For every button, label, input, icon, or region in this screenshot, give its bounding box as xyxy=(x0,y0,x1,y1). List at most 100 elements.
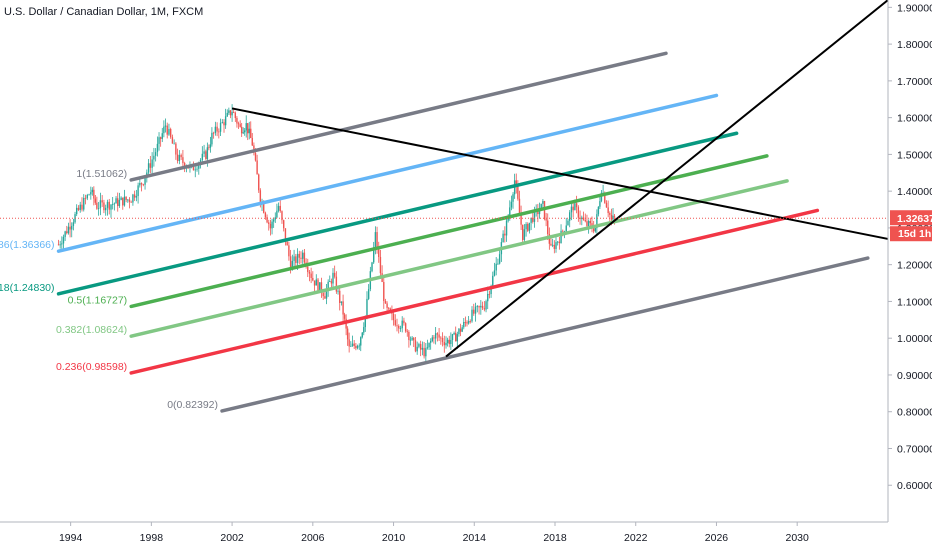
time-axis-background xyxy=(0,522,932,550)
candle-body xyxy=(268,222,270,224)
candle-body xyxy=(376,232,378,250)
candle-body xyxy=(302,252,304,259)
candle-body xyxy=(289,256,292,271)
candle-body xyxy=(219,122,222,132)
candle-body xyxy=(490,285,492,294)
candle-body xyxy=(533,209,536,222)
candle-body xyxy=(103,202,105,211)
candle-body xyxy=(367,289,370,299)
candle-body xyxy=(67,226,70,234)
candle-body xyxy=(458,328,460,335)
fib-level-label: 0(0.82392) xyxy=(167,399,218,411)
x-tick-label: 1994 xyxy=(59,532,83,544)
candle-body xyxy=(171,137,174,144)
time-axis[interactable]: 1994 1998 2002 2006 2010 2014 2018 2022 2026 2030 xyxy=(59,522,809,544)
candle-body xyxy=(363,327,365,333)
candle-body xyxy=(282,220,285,229)
candle-body xyxy=(483,308,486,310)
candle-body xyxy=(358,345,360,347)
candle-body xyxy=(453,332,455,335)
candle-body xyxy=(61,243,63,245)
candle-body xyxy=(123,196,126,206)
candle-body xyxy=(478,306,480,308)
fib-level-line[interactable] xyxy=(220,256,870,413)
fib-level-line[interactable] xyxy=(56,131,739,296)
candle-body xyxy=(239,124,241,127)
candle-body xyxy=(495,263,497,271)
candle-body xyxy=(327,281,329,290)
candle-body xyxy=(384,300,387,304)
candle-body xyxy=(229,110,232,116)
candle-body xyxy=(269,223,272,229)
candle-body xyxy=(423,347,425,357)
x-tick-label: 2014 xyxy=(463,532,487,544)
candle-body xyxy=(413,337,415,341)
candle-body xyxy=(158,137,160,144)
candle-body xyxy=(201,153,204,160)
candle-body xyxy=(597,206,600,215)
fib-level-line[interactable] xyxy=(129,51,668,182)
candle-body xyxy=(322,292,324,297)
candle-body xyxy=(589,220,592,224)
candle-body xyxy=(154,152,157,156)
candle-body xyxy=(433,337,435,339)
candle-body xyxy=(404,323,407,332)
candle-body xyxy=(476,306,478,307)
candle-body xyxy=(324,296,326,299)
candle-body xyxy=(409,339,412,341)
candle-body xyxy=(467,321,470,324)
candle-body xyxy=(313,280,316,286)
candle-body xyxy=(459,328,462,332)
candle-body xyxy=(492,275,494,286)
candle-body xyxy=(115,198,117,204)
candle-body xyxy=(350,345,352,347)
fib-level-line[interactable] xyxy=(129,208,820,375)
y-tick-label: 1.60000 xyxy=(897,113,932,125)
x-tick-label: 2002 xyxy=(220,532,244,544)
candle-body xyxy=(438,334,440,338)
candle-body xyxy=(356,345,359,349)
candle-body xyxy=(443,342,445,346)
last-price-badge xyxy=(890,210,932,226)
candle-body xyxy=(169,129,172,138)
fib-level-line[interactable] xyxy=(129,154,769,309)
candle-body xyxy=(560,230,562,244)
candle-body xyxy=(274,217,276,220)
candle-body xyxy=(518,198,521,214)
candle-body xyxy=(194,169,196,171)
candle-body xyxy=(127,199,129,201)
fib-level-line[interactable] xyxy=(129,179,789,338)
candle-body xyxy=(569,212,571,221)
candle-body xyxy=(510,201,513,208)
candle-body xyxy=(450,340,452,345)
candle-body xyxy=(520,213,522,225)
descending-trendline[interactable] xyxy=(231,107,889,240)
candle-body xyxy=(355,345,357,349)
candle-body xyxy=(178,154,181,162)
candle-body xyxy=(471,309,473,322)
y-tick-label: 1.70000 xyxy=(897,76,932,88)
candle-body xyxy=(135,196,138,198)
candle-body xyxy=(329,281,331,283)
candle-body xyxy=(609,212,611,215)
candle-body xyxy=(205,151,207,159)
candle-body xyxy=(237,123,240,125)
x-tick-label: 1998 xyxy=(140,532,164,544)
fib-level-line[interactable] xyxy=(56,93,719,253)
ascending-trendline[interactable] xyxy=(445,0,889,358)
candle-body xyxy=(396,325,398,327)
candle-body xyxy=(303,252,306,263)
candle-body xyxy=(284,228,287,242)
candle-body xyxy=(244,130,246,133)
candle-body xyxy=(461,327,463,332)
candle-body xyxy=(142,184,144,186)
candle-body xyxy=(343,314,346,319)
candle-body xyxy=(456,334,459,342)
candle-body xyxy=(117,198,119,206)
fib-level-label: 0.382(1.08624) xyxy=(56,324,127,336)
candle-body xyxy=(164,125,167,127)
candle-body xyxy=(122,197,124,206)
candle-body xyxy=(613,215,616,217)
